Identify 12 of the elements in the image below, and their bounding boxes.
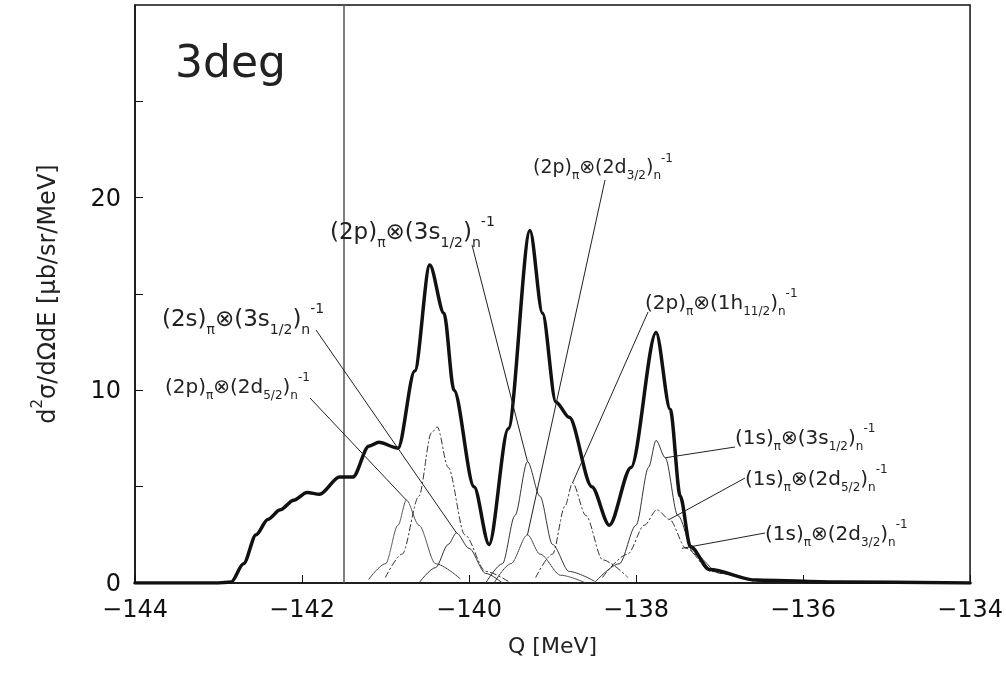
x-tick-label: −138 [603, 595, 669, 623]
x-tick-label: −142 [269, 595, 335, 623]
y-tick-label: 20 [90, 183, 121, 212]
y-axis-title: d2σ/dΩdE [μb/sr/MeV] [27, 164, 61, 424]
annotation: 3deg [175, 35, 286, 87]
y-tick-label: 10 [90, 376, 121, 405]
y-tick-label: 0 [105, 569, 121, 597]
x-tick-label: −136 [770, 595, 836, 623]
x-tick-label: −140 [436, 595, 502, 623]
x-axis-title: Q [MeV] [508, 633, 598, 658]
x-tick-label: −134 [937, 595, 1003, 623]
x-tick-label: −144 [102, 595, 168, 623]
